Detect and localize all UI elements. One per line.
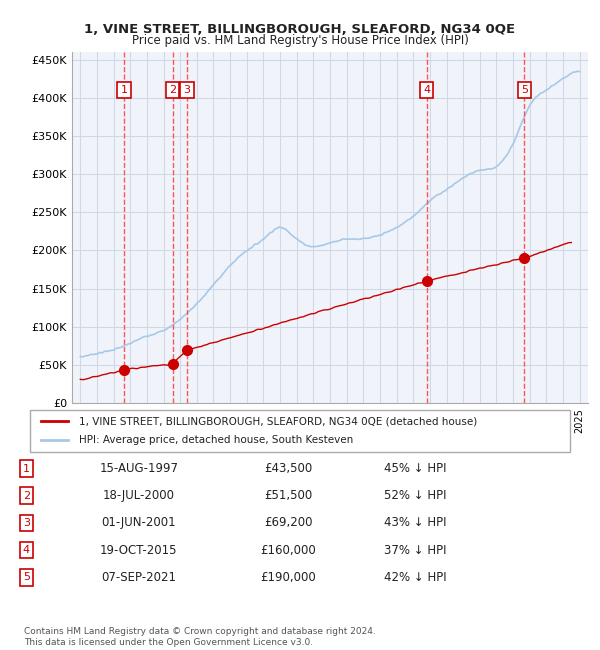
Text: 1, VINE STREET, BILLINGBOROUGH, SLEAFORD, NG34 0QE (detached house): 1, VINE STREET, BILLINGBOROUGH, SLEAFORD… <box>79 417 477 426</box>
Text: 3: 3 <box>23 518 30 528</box>
Text: 01-JUN-2001: 01-JUN-2001 <box>101 516 176 529</box>
Text: 19-OCT-2015: 19-OCT-2015 <box>100 543 178 556</box>
Text: 07-SEP-2021: 07-SEP-2021 <box>101 571 176 584</box>
Text: 1: 1 <box>121 85 127 95</box>
Text: 15-AUG-1997: 15-AUG-1997 <box>99 462 178 475</box>
Text: 3: 3 <box>184 85 191 95</box>
Text: £69,200: £69,200 <box>264 516 313 529</box>
Text: 37% ↓ HPI: 37% ↓ HPI <box>384 543 446 556</box>
Text: 1, VINE STREET, BILLINGBOROUGH, SLEAFORD, NG34 0QE: 1, VINE STREET, BILLINGBOROUGH, SLEAFORD… <box>85 23 515 36</box>
Text: 5: 5 <box>23 572 30 582</box>
FancyBboxPatch shape <box>30 410 570 452</box>
Text: 5: 5 <box>521 85 528 95</box>
Text: £190,000: £190,000 <box>260 571 316 584</box>
Text: 18-JUL-2000: 18-JUL-2000 <box>103 489 175 502</box>
Text: Contains HM Land Registry data © Crown copyright and database right 2024.
This d: Contains HM Land Registry data © Crown c… <box>24 627 376 647</box>
Text: 2: 2 <box>169 85 176 95</box>
Text: 42% ↓ HPI: 42% ↓ HPI <box>384 571 446 584</box>
Text: 52% ↓ HPI: 52% ↓ HPI <box>384 489 446 502</box>
Text: 4: 4 <box>423 85 430 95</box>
Text: 45% ↓ HPI: 45% ↓ HPI <box>384 462 446 475</box>
Text: Price paid vs. HM Land Registry's House Price Index (HPI): Price paid vs. HM Land Registry's House … <box>131 34 469 47</box>
Text: £160,000: £160,000 <box>260 543 316 556</box>
Text: £43,500: £43,500 <box>265 462 313 475</box>
Text: 43% ↓ HPI: 43% ↓ HPI <box>384 516 446 529</box>
Text: £51,500: £51,500 <box>265 489 313 502</box>
Text: 1: 1 <box>23 463 30 474</box>
Text: 4: 4 <box>23 545 30 555</box>
Text: 2: 2 <box>23 491 30 500</box>
Text: HPI: Average price, detached house, South Kesteven: HPI: Average price, detached house, Sout… <box>79 435 353 445</box>
